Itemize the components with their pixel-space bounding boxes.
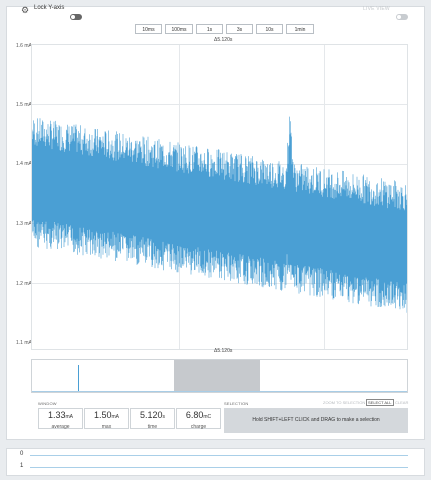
current-plot[interactable] (31, 44, 408, 350)
window-100ms-button[interactable]: 100ms (165, 24, 193, 34)
y-tick-label: 1.6 mA (16, 43, 32, 49)
grid-line (32, 283, 407, 284)
live-view-toggle[interactable] (396, 14, 408, 20)
select-all-button[interactable]: SELECT ALL (366, 399, 394, 406)
y-tick-label: 1.5 mA (16, 102, 32, 108)
lock-y-axis-toggle[interactable] (70, 14, 82, 20)
stat-time: 5.120s time (130, 408, 175, 430)
time-span-bottom: Δ5.120s (214, 348, 233, 354)
channel-panel (6, 448, 425, 476)
y-tick-label: 1.4 mA (16, 161, 32, 167)
window-1s-button[interactable]: 1s (196, 24, 223, 34)
grid-line (32, 104, 407, 105)
zoom-to-selection-link[interactable]: ZOOM TO SELECTION (323, 400, 366, 405)
lock-y-axis-label: Lock Y-axis (34, 5, 65, 11)
channel-line-0[interactable] (30, 455, 408, 456)
window-10ms-button[interactable]: 10ms (135, 24, 162, 34)
minimap-spike (78, 365, 79, 392)
grid-line (32, 164, 407, 165)
y-tick-label: 1.3 mA (16, 221, 32, 227)
window-10s-button[interactable]: 10s (256, 24, 283, 34)
stat-max: 1.50mA max (84, 408, 129, 430)
channel-label-0: 0 (20, 451, 24, 457)
minimap-baseline (32, 391, 407, 392)
overview-minimap[interactable] (31, 359, 408, 393)
y-tick-label: 1.1 mA (16, 340, 32, 346)
window-1min-button[interactable]: 1min (286, 24, 314, 34)
y-tick-label: 1.2 mA (16, 281, 32, 287)
channel-label-1: 1 (20, 463, 24, 469)
current-trace (32, 116, 407, 313)
gear-icon[interactable]: ⚙ (21, 5, 30, 15)
channel-line-1[interactable] (30, 467, 408, 468)
stat-average: 1.33mA average (38, 408, 83, 430)
clear-selection-link[interactable]: CLEAR (395, 400, 409, 405)
stat-charge: 6.80mC charge (176, 408, 221, 430)
selection-heading: SELECTION (224, 401, 249, 406)
time-span-top: Δ5.120s (214, 37, 233, 43)
selection-hint-box: Hold SHIFT+LEFT CLICK and DRAG to make a… (224, 408, 408, 433)
minimap-selection[interactable] (174, 360, 260, 392)
current-trace-line (32, 116, 407, 313)
live-view-label: LIVE VIEW (363, 6, 390, 12)
window-3s-button[interactable]: 3s (226, 24, 253, 34)
window-heading: WINDOW (38, 401, 57, 406)
